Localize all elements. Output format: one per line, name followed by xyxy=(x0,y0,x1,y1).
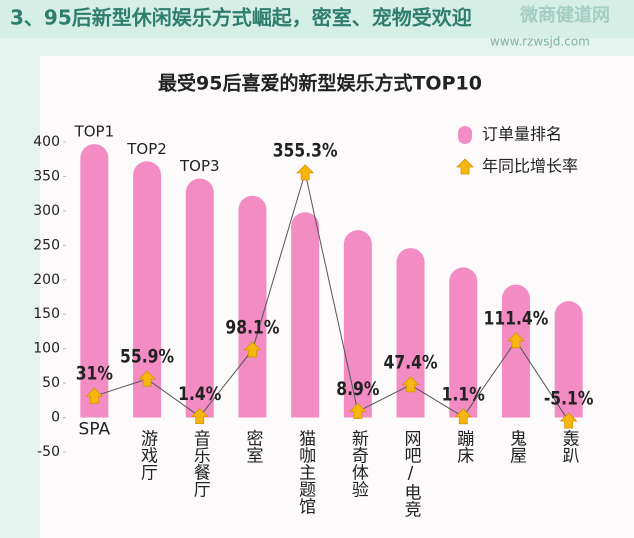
x-tick-label: 新奇体验 xyxy=(348,430,369,499)
bar xyxy=(133,161,162,418)
y-tick-label: 400 xyxy=(33,134,60,150)
data-label: 355.3% xyxy=(273,140,338,162)
bar xyxy=(396,248,425,418)
annotation: TOP1 xyxy=(74,123,115,141)
data-label: 8.9% xyxy=(336,378,379,400)
x-tick-label: 网吧/电竞 xyxy=(401,430,422,518)
y-tick-label: 350 xyxy=(33,168,60,184)
watermark-url: www.rzwsjd.com xyxy=(490,35,590,49)
header-bar xyxy=(0,0,634,38)
y-tick-label: 200 xyxy=(33,272,60,288)
bar xyxy=(185,178,214,418)
header-title: 3、95后新型休闲娱乐方式崛起，密室、宠物受欢迎 xyxy=(10,6,472,30)
y-tick-label: 50 xyxy=(42,375,60,391)
legend-swatch xyxy=(458,126,472,144)
data-label: 1.1% xyxy=(442,384,485,406)
legend-label: 订单量排名 xyxy=(482,125,562,144)
bar xyxy=(501,284,530,418)
bar xyxy=(449,267,478,418)
y-tick-label: 150 xyxy=(33,306,60,322)
data-label: 98.1% xyxy=(225,317,279,339)
annotation: TOP2 xyxy=(126,140,167,158)
x-tick-label: 密室 xyxy=(242,430,263,464)
x-tick-label: 鬼屋 xyxy=(506,430,527,464)
line-marker xyxy=(296,164,315,181)
y-tick-label: 100 xyxy=(33,341,60,357)
line-marker xyxy=(85,387,104,404)
watermark: 微商健道网 xyxy=(519,4,610,26)
data-label: 47.4% xyxy=(384,352,438,374)
chart-title: 最受95后喜爱的新型娱乐方式TOP10 xyxy=(158,72,482,95)
legend-swatch xyxy=(456,158,474,175)
line-marker xyxy=(348,402,367,419)
line-marker xyxy=(190,408,209,424)
line-marker xyxy=(506,332,525,349)
bar xyxy=(80,144,109,418)
data-label: 1.4% xyxy=(178,384,221,406)
annotation: TOP3 xyxy=(179,157,220,175)
data-label: 55.9% xyxy=(120,346,174,368)
y-tick-label: -50 xyxy=(37,444,60,460)
y-tick-label: 300 xyxy=(33,203,60,219)
line xyxy=(94,170,570,422)
line-marker xyxy=(138,370,157,387)
line-marker xyxy=(454,408,473,425)
bar xyxy=(554,301,583,418)
line-marker xyxy=(401,376,420,393)
y-tick-label: 0 xyxy=(51,410,60,426)
x-tick-label: 音乐餐厅 xyxy=(190,430,211,498)
bar xyxy=(291,212,320,418)
data-label: 111.4% xyxy=(484,308,549,330)
bar xyxy=(343,230,372,418)
bar xyxy=(238,195,267,418)
x-tick-label: 猫咖主题馆 xyxy=(295,430,316,515)
line-marker xyxy=(243,341,262,358)
legend-label: 年同比增长率 xyxy=(482,157,578,176)
y-tick-label: 250 xyxy=(33,237,60,253)
x-tick-label: SPA xyxy=(79,420,111,440)
data-label: -5.1% xyxy=(544,388,594,410)
data-label: 31% xyxy=(76,363,113,385)
x-tick-label: 蹦床 xyxy=(453,430,474,464)
x-tick-label: 轰趴 xyxy=(559,430,580,464)
x-tick-label: 游戏厅 xyxy=(137,430,158,481)
line-marker xyxy=(559,412,578,429)
